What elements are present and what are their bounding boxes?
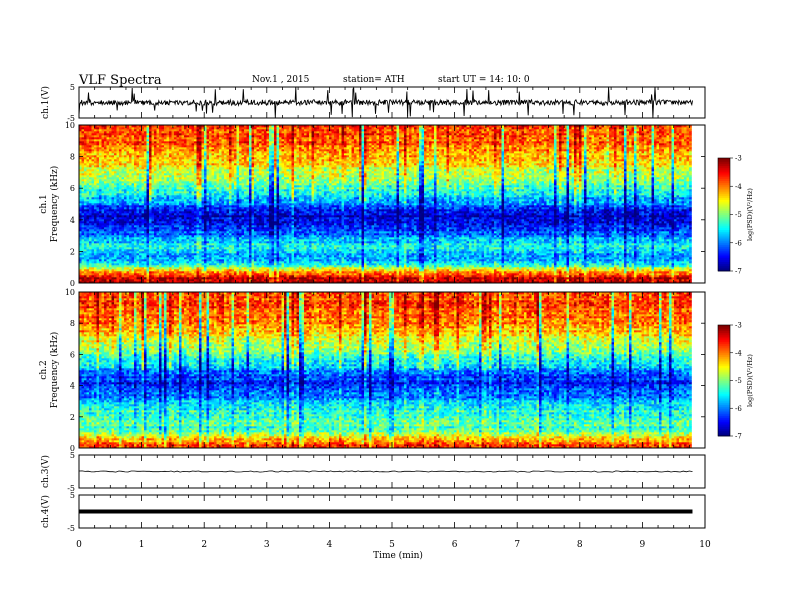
ch2-spectrogram-ytick-6: 6 bbox=[70, 350, 75, 359]
ch2-spectrogram-colorbar-tick--6: -6 bbox=[735, 405, 742, 413]
ch1-spectrogram-ytick-2: 2 bbox=[70, 247, 75, 256]
ch2-spectrogram-colorbar: -3 -4 -5 -6 -7 log(PSD)(V²/Hz) bbox=[717, 322, 754, 441]
ch1-spectrogram-colorbar-tick--5: -5 bbox=[735, 211, 742, 219]
ch1-waveform-ytick-top: 5 bbox=[70, 83, 75, 92]
ch3-waveform-ytick-bottom: -5 bbox=[67, 484, 75, 493]
station-label: station= ATH bbox=[343, 75, 405, 85]
ch3-waveform-ylabel: ch.3(V) bbox=[40, 455, 51, 488]
ch2-spectrogram-channel-label: ch.2 bbox=[39, 360, 49, 379]
time-tick-3: 3 bbox=[264, 540, 270, 550]
ch1-spectrogram-colorbar: -3 -4 -5 -6 -7 log(PSD)(V²/Hz) bbox=[717, 155, 754, 276]
ch3-waveform-ytick-top: 5 bbox=[70, 451, 75, 460]
ch2-spectrogram-panel: 0 2 4 6 8 10 ch.2 Frequency (kHz) -3 -4 -5 -6 -7 log(… bbox=[39, 288, 754, 453]
time-tick-6: 6 bbox=[452, 540, 458, 550]
ch1-spectrogram-ytick-4: 4 bbox=[70, 216, 75, 225]
ch2-spectrogram-colorbar-tick--3: -3 bbox=[735, 322, 742, 330]
ch1-spectrogram-ytick-10: 10 bbox=[65, 121, 75, 130]
ch2-spectrogram-colorbar-tick--5: -5 bbox=[735, 377, 742, 385]
time-tick-5: 5 bbox=[389, 540, 395, 550]
ch4-waveform-ytick-top: 5 bbox=[70, 491, 75, 500]
time-tick-0: 0 bbox=[76, 540, 82, 550]
date-label: Nov.1 , 2015 bbox=[252, 75, 310, 85]
ch2-spectrogram-ytick-2: 2 bbox=[70, 413, 75, 422]
ch4-waveform-ytick-bottom: -5 bbox=[67, 524, 75, 533]
ch1-spectrogram-colorbar-tick--7: -7 bbox=[735, 268, 742, 276]
ch1-spectrogram-panel: 0 2 4 6 8 10 ch.1 Frequency (kHz) -3 -4 -5 -6 -7 log(… bbox=[39, 121, 754, 288]
ch1-spectrogram-ytick-6: 6 bbox=[70, 184, 75, 193]
time-tick-10: 10 bbox=[699, 540, 711, 550]
ch2-spectrogram-colorbar-label: log(PSD)(V²/Hz) bbox=[746, 354, 754, 407]
start-time-label: start UT = 14: 10: 0 bbox=[438, 75, 530, 85]
ch2-spectrogram-ytick-10: 10 bbox=[65, 288, 75, 297]
ch1-spectrogram-ylabel: Frequency (kHz) bbox=[49, 166, 60, 243]
time-tick-1: 1 bbox=[139, 540, 145, 550]
ch2-spectrogram-colorbar-tick--4: -4 bbox=[735, 349, 742, 357]
time-tick-8: 8 bbox=[577, 540, 583, 550]
time-axis-label: Time (min) bbox=[373, 550, 423, 561]
ch1-spectrogram-no-data bbox=[692, 125, 705, 283]
ch2-spectrogram-heatmap bbox=[79, 292, 692, 449]
ch1-spectrogram-colorbar-tick--6: -6 bbox=[735, 239, 742, 247]
ch1-spectrogram-colorbar-tick--3: -3 bbox=[735, 155, 742, 163]
ch2-spectrogram-ytick-8: 8 bbox=[70, 319, 75, 328]
ch1-spectrogram-channel-label: ch.1 bbox=[39, 194, 49, 213]
ch1-spectrogram-heatmap bbox=[79, 125, 692, 284]
time-tick-7: 7 bbox=[514, 540, 520, 550]
ch4-waveform-panel: 5 -5 ch.4(V) bbox=[40, 491, 706, 533]
ch2-spectrogram-colorbar-tick--7: -7 bbox=[735, 433, 742, 441]
ch2-spectrogram-ytick-4: 4 bbox=[70, 382, 75, 391]
time-tick-2: 2 bbox=[201, 540, 207, 550]
time-axis: 0 1 2 3 4 5 6 7 8 9 10 bbox=[76, 540, 711, 550]
time-tick-4: 4 bbox=[327, 540, 333, 550]
ch2-spectrogram-ylabel: Frequency (kHz) bbox=[49, 332, 60, 409]
ch1-waveform-trace bbox=[78, 87, 693, 118]
ch1-spectrogram-colorbar-tick--4: -4 bbox=[735, 183, 742, 191]
ch3-waveform-trace bbox=[78, 470, 693, 473]
ch3-waveform-panel: 5 -5 ch.3(V) bbox=[40, 451, 706, 493]
ch1-waveform-ylabel: ch.1(V) bbox=[40, 86, 51, 119]
figure-title: VLF Spectra bbox=[78, 73, 162, 88]
ch2-spectrogram-no-data bbox=[692, 292, 705, 448]
ch1-waveform-panel: 5 -5 ch.1(V) bbox=[40, 83, 706, 123]
time-tick-9: 9 bbox=[640, 540, 646, 550]
ch1-spectrogram-colorbar-label: log(PSD)(V²/Hz) bbox=[746, 188, 754, 241]
ch1-waveform-ytick-bottom: -5 bbox=[67, 114, 75, 123]
ch4-waveform-ylabel: ch.4(V) bbox=[40, 495, 51, 528]
ch2-spectrogram-ytick-0: 0 bbox=[70, 444, 75, 453]
ch1-spectrogram-ytick-8: 8 bbox=[70, 153, 75, 162]
ch1-spectrogram-ytick-0: 0 bbox=[70, 279, 75, 288]
